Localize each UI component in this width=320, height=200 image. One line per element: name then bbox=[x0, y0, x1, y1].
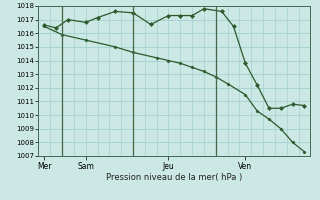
X-axis label: Pression niveau de la mer( hPa ): Pression niveau de la mer( hPa ) bbox=[106, 173, 243, 182]
